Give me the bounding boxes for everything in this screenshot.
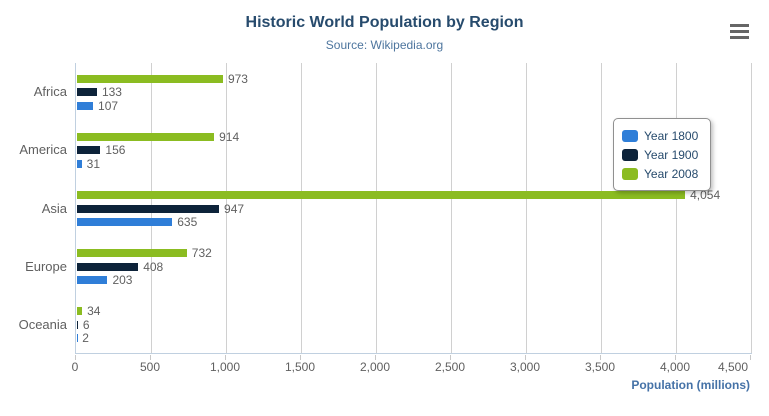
bar-year-1900-oceania[interactable] (77, 321, 78, 329)
legend-item-year-2008[interactable]: Year 2008 (622, 164, 698, 183)
category-label: America (19, 142, 67, 157)
bar-year-1800-africa[interactable] (77, 102, 94, 110)
axis-tick (375, 355, 376, 360)
axis-tick (300, 355, 301, 360)
axis-tick (150, 355, 151, 360)
legend-item-label: Year 2008 (644, 166, 699, 181)
axis-tick (600, 355, 601, 360)
gridline (451, 63, 452, 353)
data-label: 914 (219, 130, 240, 144)
category-label: Asia (41, 201, 67, 216)
bar-year-1900-asia[interactable] (77, 205, 220, 213)
bar-year-2008-asia[interactable] (77, 191, 686, 199)
x-tick-label: 3,000 (509, 360, 541, 374)
legend-swatch-icon (622, 148, 638, 161)
bar-year-1900-europe[interactable] (77, 263, 139, 271)
gridline (676, 63, 677, 353)
legend-item-label: Year 1800 (644, 128, 699, 143)
data-label: 34 (87, 304, 101, 318)
data-label: 973 (227, 72, 248, 86)
data-label: 2 (82, 331, 89, 345)
data-label: 31 (86, 157, 100, 171)
x-tick-label: 4,000 (659, 360, 691, 374)
chart-title: Historic World Population by Region (245, 14, 524, 31)
x-tick-label: 4,500 (717, 360, 749, 374)
legend-swatch-icon (622, 167, 638, 180)
x-tick-label: 1,000 (209, 360, 241, 374)
bar-year-2008-africa[interactable] (77, 75, 223, 83)
plot-area: 973 133 107 914 156 31 4,054 947 635 732 408 203 34 6… (75, 63, 752, 354)
x-tick-label: 2,000 (359, 360, 391, 374)
axis-tick (75, 355, 76, 360)
bar-year-2008-america[interactable] (77, 133, 215, 141)
category-label: Europe (25, 259, 67, 274)
legend-item-year-1800[interactable]: Year 1800 (622, 126, 698, 145)
bar-year-1800-america[interactable] (77, 160, 82, 168)
x-tick-label: 0 (71, 360, 79, 374)
legend-item-label: Year 1900 (644, 147, 699, 162)
x-tick-label: 2,500 (434, 360, 466, 374)
x-tick-label: 500 (139, 360, 161, 374)
gridline (301, 63, 302, 353)
axis-tick (675, 355, 676, 360)
axis-tick (750, 355, 751, 360)
category-label: Africa (33, 84, 67, 99)
legend-swatch-icon (622, 129, 638, 142)
legend-item-year-1900[interactable]: Year 1900 (622, 145, 698, 164)
x-tick-label: 3,500 (584, 360, 616, 374)
data-label: 133 (101, 85, 122, 99)
bar-year-1800-europe[interactable] (77, 276, 108, 284)
data-label: 156 (105, 143, 126, 157)
chart-subtitle: Source: Wikipedia.org (325, 38, 444, 52)
x-tick-label: 1,500 (284, 360, 316, 374)
gridline (601, 63, 602, 353)
gridline (226, 63, 227, 353)
data-label: 732 (191, 246, 212, 260)
hamburger-bar (730, 36, 749, 39)
bar-year-1800-asia[interactable] (77, 218, 173, 226)
data-label: 947 (224, 202, 245, 216)
bar-year-1900-america[interactable] (77, 146, 101, 154)
gridline (376, 63, 377, 353)
data-label: 107 (98, 99, 119, 113)
data-label: 635 (177, 215, 198, 229)
bar-year-2008-oceania[interactable] (77, 307, 83, 315)
data-label: 6 (82, 318, 90, 332)
x-axis-title: Population (millions) (631, 378, 750, 392)
data-label: 4,054 (690, 188, 721, 202)
category-label: Oceania (18, 317, 67, 332)
gridline (751, 63, 752, 353)
bar-year-2008-europe[interactable] (77, 249, 187, 257)
data-label: 203 (112, 273, 133, 287)
legend: Year 1800 Year 1900 Year 2008 (613, 118, 712, 191)
hamburger-bar (730, 24, 749, 27)
gridline (526, 63, 527, 353)
axis-tick (525, 355, 526, 360)
axis-tick (225, 355, 226, 360)
axis-tick (450, 355, 451, 360)
hamburger-bar (730, 30, 749, 33)
hamburger-icon[interactable] (730, 24, 750, 39)
data-label: 408 (143, 260, 164, 274)
bar-year-1900-africa[interactable] (77, 88, 97, 96)
